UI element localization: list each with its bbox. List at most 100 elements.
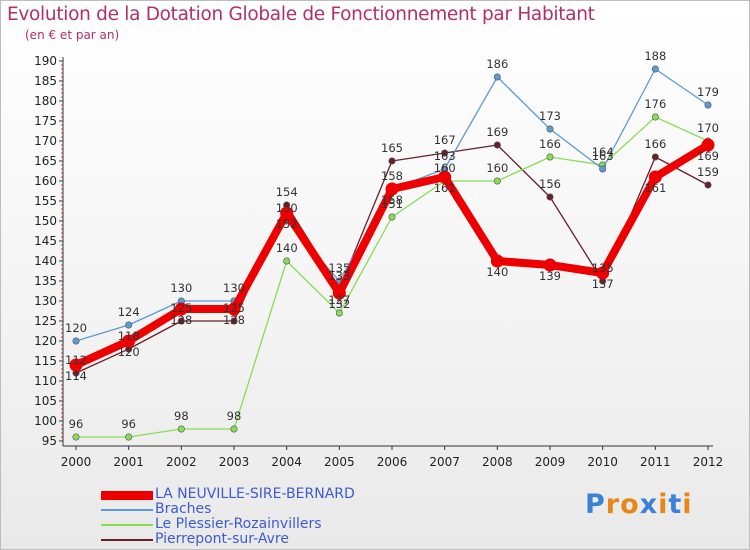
series-0-point-7: [438, 170, 452, 184]
series-1-point-10: [599, 165, 607, 173]
y-tick-label-7: 130: [34, 294, 57, 308]
series-0-label-8: 140: [486, 265, 508, 279]
series-0-label-3: 128: [223, 313, 245, 327]
x-tick-label-9: 2009: [535, 455, 566, 469]
series-3-label-8: 169: [486, 125, 508, 139]
series-2-label-1: 96: [121, 417, 136, 431]
logo-letter-5: t: [668, 489, 683, 520]
series-0-label-7: 161: [434, 181, 456, 195]
y-tick-label-9: 140: [34, 254, 57, 268]
logo-letter-3: x: [639, 489, 659, 520]
legend-swatch-0: [101, 491, 153, 500]
x-tick-label-2: 2002: [166, 455, 197, 469]
series-2-point-2: [177, 425, 185, 433]
series-3-label-3: 125: [223, 301, 245, 315]
series-0-point-10: [596, 266, 610, 280]
y-tick-label-16: 175: [34, 114, 57, 128]
x-tick-label-1: 2001: [113, 455, 144, 469]
series-2-point-6: [388, 213, 396, 221]
series-0-point-12: [701, 138, 715, 152]
series-2-label-10: 164: [592, 145, 614, 159]
series-0-label-2: 128: [170, 313, 192, 327]
chart-title: Evolution de la Dotation Globale de Fonc…: [7, 4, 595, 25]
series-1-label-6: 158: [381, 169, 403, 183]
series-2-point-9: [546, 153, 554, 161]
series-1-point-1: [125, 321, 133, 329]
series-1-label-7: 163: [434, 149, 456, 163]
x-tick-label-6: 2006: [377, 455, 408, 469]
series-0-point-2: [174, 302, 188, 316]
series-1-label-11: 188: [644, 49, 666, 63]
series-3-point-11: [651, 153, 659, 161]
series-2-label-6: 151: [381, 197, 403, 211]
series-3-label-1: 118: [118, 329, 140, 343]
series-1-label-1: 124: [118, 305, 140, 319]
series-2-label-8: 160: [486, 161, 508, 175]
series-0-point-3: [227, 302, 241, 316]
series-2-label-11: 176: [644, 97, 666, 111]
series-3-point-6: [388, 157, 396, 165]
series-3-point-9: [546, 193, 554, 201]
series-3-label-2: 125: [170, 301, 192, 315]
proxiti-logo: Proxiti: [585, 489, 693, 520]
series-3-label-0: 112: [65, 353, 87, 367]
series-0-label-9: 139: [539, 269, 561, 283]
y-tick-label-4: 115: [34, 354, 57, 368]
series-2-label-7: 160: [434, 161, 456, 175]
x-tick-label-12: 2012: [693, 455, 724, 469]
x-tick-label-4: 2004: [271, 455, 302, 469]
series-0-point-4: [280, 206, 294, 220]
series-2-label-12: 170: [697, 121, 719, 135]
x-tick-label-3: 2003: [219, 455, 250, 469]
series-3-point-3: [230, 317, 238, 325]
series-2-label-0: 96: [69, 417, 84, 431]
series-2-label-3: 98: [227, 409, 242, 423]
series-1-label-5: 135: [328, 261, 350, 275]
y-tick-label-15: 170: [34, 134, 57, 148]
y-tick-label-5: 120: [34, 334, 57, 348]
series-2-point-5: [335, 309, 343, 317]
y-tick-label-2: 105: [34, 394, 57, 408]
series-0-label-12: 169: [697, 149, 719, 163]
series-1-point-0: [72, 337, 80, 345]
series-0-point-11: [648, 170, 662, 184]
series-3-point-8: [493, 141, 501, 149]
logo-letter-4: i: [658, 489, 669, 520]
y-tick-label-1: 100: [34, 414, 57, 428]
series-0-point-8: [490, 254, 504, 268]
series-3-label-7: 167: [434, 133, 456, 147]
series-2-point-8: [493, 177, 501, 185]
y-tick-label-6: 125: [34, 314, 57, 328]
legend-label-0: LA NEUVILLE-SIRE-BERNARD: [155, 486, 355, 502]
series-3-point-7: [441, 149, 449, 157]
x-tick-label-11: 2011: [640, 455, 671, 469]
series-0-label-5: 132: [328, 297, 350, 311]
series-3-label-9: 156: [539, 177, 561, 191]
series-1-label-9: 173: [539, 109, 561, 123]
legend-label-1: Braches: [155, 501, 212, 517]
series-1-label-4: 150: [276, 201, 298, 215]
series-0-point-1: [122, 334, 136, 348]
series-2-label-2: 98: [174, 409, 189, 423]
series-0-point-0: [69, 358, 83, 372]
series-0-label-1: 120: [118, 345, 140, 359]
logo-letter-0: P: [585, 489, 606, 520]
legend-label-3: Pierrepont-sur-Avre: [155, 531, 289, 547]
series-3-label-6: 165: [381, 141, 403, 155]
chart-subtitle: (en € et par an): [25, 28, 120, 42]
series-0-point-5: [332, 286, 346, 300]
series-0-label-0: 114: [65, 369, 87, 383]
y-tick-label-0: 95: [42, 434, 57, 448]
series-0-point-9: [543, 258, 557, 272]
series-2-label-4: 140: [276, 241, 298, 255]
logo-letter-2: o: [620, 489, 640, 520]
logo-letter-1: r: [605, 489, 621, 520]
series-3-label-10: 135: [592, 261, 614, 275]
series-1-point-12: [704, 101, 712, 109]
series-0-label-10: 137: [592, 277, 614, 291]
series-2-point-1: [125, 433, 133, 441]
series-0-label-4: 152: [276, 217, 298, 231]
series-3-point-12: [704, 181, 712, 189]
series-1-label-12: 179: [697, 85, 719, 99]
